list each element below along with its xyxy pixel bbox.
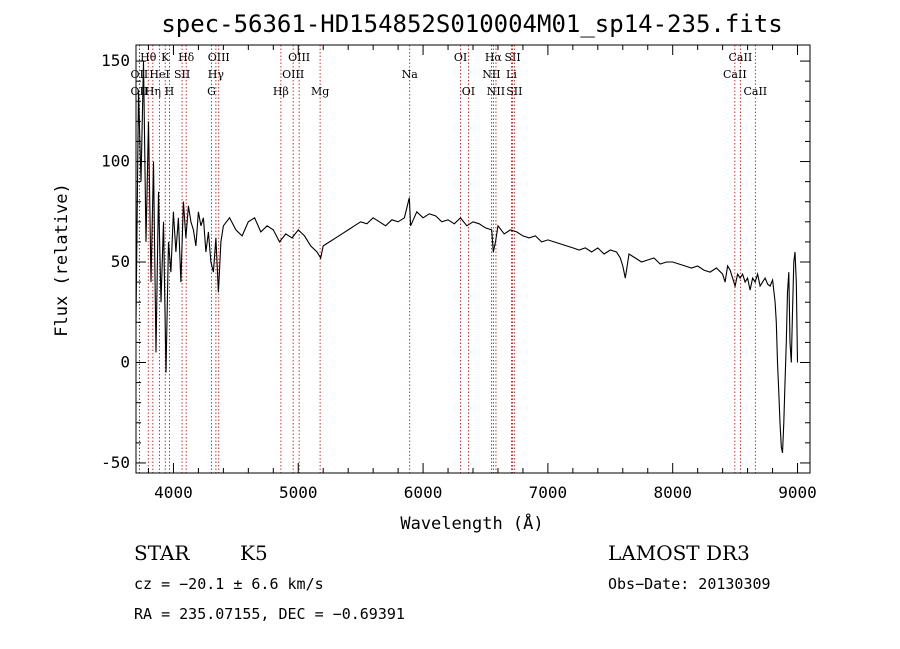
line-marker-label: CaII <box>743 85 767 98</box>
x-tick-label: 5000 <box>279 483 318 502</box>
chart-title: spec-56361-HD154852S010004M01_sp14-235.f… <box>161 10 782 38</box>
x-tick-label: 8000 <box>653 483 692 502</box>
plot-frame <box>135 44 811 474</box>
observation-date: Obs−Date: 20130309 <box>608 575 771 593</box>
line-marker-label: Hδ <box>178 51 195 64</box>
line-marker-label: OIII <box>282 68 304 81</box>
redshift-cz: cz = −20.1 ± 6.6 km/s <box>134 575 324 593</box>
line-marker-label: OIII <box>208 51 230 64</box>
line-marker-label: OI <box>454 51 467 64</box>
line-marker-label: SII <box>174 68 190 81</box>
line-marker-label: CaII <box>723 68 747 81</box>
line-marker-label: CaII <box>729 51 753 64</box>
y-tick-label: 50 <box>111 252 130 271</box>
line-marker-label: Li <box>506 68 517 81</box>
y-tick-label: 150 <box>101 51 130 70</box>
line-marker-label: Hβ <box>273 85 289 98</box>
line-marker-label: H <box>165 85 175 98</box>
y-tick-label: 0 <box>120 352 130 371</box>
x-tick-label: 7000 <box>529 483 568 502</box>
line-marker-label: NII <box>482 68 500 81</box>
object-class: STAR <box>134 541 190 565</box>
line-marker-label: Hα <box>485 51 503 64</box>
line-marker-label: G <box>207 85 216 98</box>
line-marker-label: NII <box>487 85 505 98</box>
y-axis-label: Flux (relative) <box>52 183 72 337</box>
line-marker-label: OIII <box>288 51 310 64</box>
coordinates: RA = 235.07155, DEC = −0.69391 <box>134 605 405 623</box>
line-marker-label: OI <box>462 85 475 98</box>
line-marker-label: Mg <box>311 85 329 98</box>
x-tick-label: 9000 <box>778 483 817 502</box>
x-tick-label: 6000 <box>404 483 443 502</box>
axis-ticks: 4000 5000 6000 7000 8000 9000 -50 0 50 100 150 <box>101 45 817 502</box>
survey-name: LAMOST DR3 <box>608 541 750 565</box>
line-marker-label: Hη <box>145 85 161 98</box>
y-tick-label: -50 <box>101 453 130 472</box>
flux-series-line <box>135 61 799 454</box>
line-marker-label: SII <box>504 51 520 64</box>
y-tick-label: 100 <box>101 152 130 171</box>
line-marker-label: Hθ <box>140 51 157 64</box>
line-marker-label: SII <box>506 85 522 98</box>
line-marker-label: Hγ <box>208 68 225 81</box>
x-axis-label: Wavelength (Å) <box>400 512 543 534</box>
object-subclass: K5 <box>240 541 268 565</box>
line-marker-label: HeI <box>149 68 169 81</box>
x-tick-label: 4000 <box>154 483 193 502</box>
line-marker-label: Na <box>402 68 419 81</box>
line-marker-label: K <box>161 51 170 64</box>
